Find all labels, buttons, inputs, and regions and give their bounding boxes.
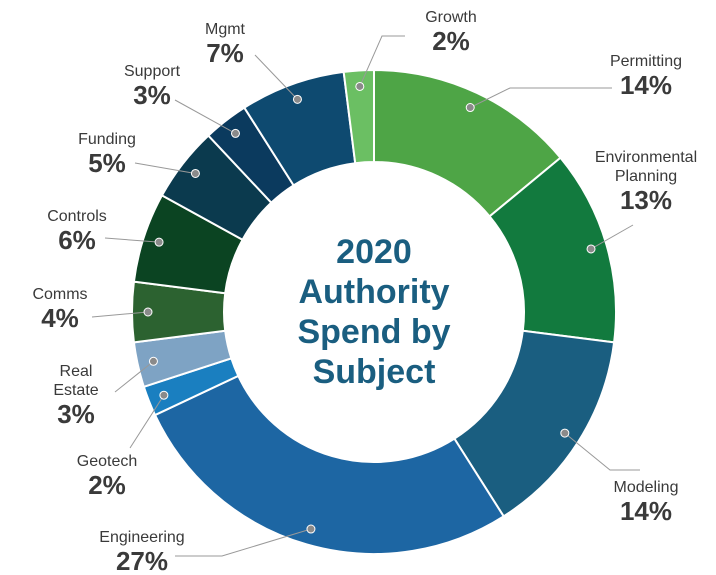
value-label: 3% bbox=[57, 399, 95, 429]
value-label: 7% bbox=[206, 38, 244, 68]
leader-line bbox=[590, 224, 634, 250]
leader-dot bbox=[148, 356, 158, 366]
leader-dot bbox=[560, 428, 570, 438]
value-label: 13% bbox=[619, 185, 673, 215]
leader-line bbox=[104, 237, 160, 243]
value-label: 14% bbox=[619, 496, 673, 526]
slice-label: Support 3% bbox=[102, 62, 202, 109]
category-label: Funding bbox=[78, 131, 136, 148]
category-label: Engineering bbox=[99, 529, 185, 546]
category-label: Permitting bbox=[609, 53, 683, 70]
slice-label: Modeling 14% bbox=[586, 478, 706, 525]
slice-label: Permitting 14% bbox=[586, 52, 706, 99]
value-label: 4% bbox=[41, 303, 79, 333]
chart-title: 2020 Authority Spend by Subject bbox=[297, 233, 451, 391]
leader-dot bbox=[190, 168, 200, 178]
leader-dot bbox=[355, 81, 365, 91]
leader-line bbox=[91, 311, 149, 318]
category-label: Mgmt bbox=[205, 21, 245, 38]
slice-label: Real Estate 3% bbox=[46, 362, 106, 428]
category-label: Geotech bbox=[76, 453, 138, 470]
leader-dot bbox=[586, 244, 596, 254]
leader-line bbox=[129, 394, 165, 449]
value-label: 3% bbox=[133, 80, 171, 110]
slice-label: Growth 2% bbox=[406, 8, 496, 55]
value-label: 5% bbox=[88, 148, 126, 178]
category-label: Modeling bbox=[613, 479, 679, 496]
category-label: Real Estate bbox=[53, 363, 99, 399]
leader-dot bbox=[292, 94, 302, 104]
leader-line bbox=[134, 162, 196, 174]
slice-label: Comms 4% bbox=[15, 285, 105, 332]
category-label: Support bbox=[123, 63, 181, 80]
category-label: Controls bbox=[47, 208, 107, 225]
category-label: Comms bbox=[32, 286, 88, 303]
slice-label: Environmental Planning 13% bbox=[576, 148, 716, 214]
leader-dot bbox=[306, 524, 316, 534]
leader-line bbox=[359, 35, 405, 87]
slice-label: Geotech 2% bbox=[57, 452, 157, 499]
category-label: Environmental Planning bbox=[594, 149, 698, 185]
leader-dot bbox=[159, 390, 169, 400]
value-label: 14% bbox=[619, 70, 673, 100]
value-label: 27% bbox=[115, 546, 169, 575]
value-label: 2% bbox=[88, 470, 126, 500]
leader-line bbox=[470, 87, 612, 108]
slice-label: Mgmt 7% bbox=[185, 20, 265, 67]
value-label: 2% bbox=[432, 26, 470, 56]
slice-label: Engineering 27% bbox=[72, 528, 212, 575]
leader-dot bbox=[465, 103, 475, 113]
leader-line bbox=[174, 99, 236, 134]
slice-label: Controls 6% bbox=[27, 207, 127, 254]
category-label: Growth bbox=[425, 9, 477, 26]
leader-line bbox=[114, 360, 154, 393]
leader-dot bbox=[230, 128, 240, 138]
leader-dot bbox=[154, 237, 164, 247]
donut-slice bbox=[342, 68, 375, 165]
leader-line bbox=[254, 54, 298, 100]
leader-line bbox=[564, 432, 640, 471]
leader-dot bbox=[143, 307, 153, 317]
value-label: 6% bbox=[58, 225, 96, 255]
donut-slice bbox=[153, 374, 506, 555]
leader-line bbox=[175, 528, 312, 557]
slice-label: Funding 5% bbox=[57, 130, 157, 177]
